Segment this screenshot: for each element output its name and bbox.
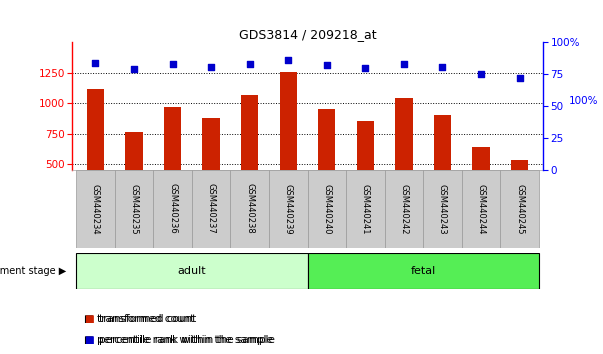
Point <box>283 57 293 63</box>
Bar <box>308 170 346 248</box>
Bar <box>423 170 462 248</box>
Point <box>515 75 525 81</box>
Bar <box>472 148 490 170</box>
Bar <box>318 109 335 170</box>
Point <box>90 60 100 66</box>
Text: adult: adult <box>177 266 206 276</box>
Bar <box>511 160 528 170</box>
Bar <box>115 170 153 248</box>
Text: GSM440244: GSM440244 <box>476 184 485 234</box>
Point <box>438 64 447 69</box>
Bar <box>241 95 258 170</box>
Point <box>245 61 254 67</box>
Text: GSM440237: GSM440237 <box>207 183 216 234</box>
Text: ■: ■ <box>84 335 94 345</box>
Bar <box>434 115 451 170</box>
Point <box>361 65 370 71</box>
Bar <box>76 253 308 289</box>
Bar <box>125 132 143 170</box>
Text: GSM440238: GSM440238 <box>245 183 254 234</box>
Point <box>168 61 177 67</box>
Text: development stage ▶: development stage ▶ <box>0 266 66 276</box>
Bar <box>280 72 297 170</box>
Bar <box>192 170 230 248</box>
Text: GSM440241: GSM440241 <box>361 184 370 234</box>
Point <box>476 72 486 77</box>
Text: GSM440234: GSM440234 <box>91 183 100 234</box>
Text: GSM440239: GSM440239 <box>284 183 292 234</box>
Point <box>322 63 332 68</box>
Text: ■: ■ <box>84 314 94 324</box>
Bar <box>230 170 269 248</box>
Bar <box>76 170 115 248</box>
Bar <box>87 88 104 170</box>
Bar <box>385 170 423 248</box>
Text: fetal: fetal <box>411 266 436 276</box>
Text: transformed count: transformed count <box>99 314 197 324</box>
Point <box>399 61 409 67</box>
Bar <box>346 170 385 248</box>
Text: ■ percentile rank within the sample: ■ percentile rank within the sample <box>84 335 273 345</box>
Text: GSM440243: GSM440243 <box>438 183 447 234</box>
Bar <box>308 253 539 289</box>
Bar <box>357 121 374 170</box>
Text: ■ transformed count: ■ transformed count <box>84 314 195 324</box>
Title: GDS3814 / 209218_at: GDS3814 / 209218_at <box>239 28 376 41</box>
Text: GSM440245: GSM440245 <box>515 184 524 234</box>
Bar <box>203 118 220 170</box>
Bar <box>153 170 192 248</box>
Text: GSM440235: GSM440235 <box>130 183 139 234</box>
Point <box>206 64 216 69</box>
Text: GSM440240: GSM440240 <box>323 184 331 234</box>
Bar <box>269 170 308 248</box>
Text: GSM440236: GSM440236 <box>168 183 177 234</box>
Text: GSM440242: GSM440242 <box>399 184 408 234</box>
Bar <box>462 170 500 248</box>
Bar <box>164 107 182 170</box>
Bar <box>500 170 539 248</box>
Text: percentile rank within the sample: percentile rank within the sample <box>99 335 276 345</box>
Point <box>129 67 139 72</box>
Y-axis label: 100%: 100% <box>569 96 599 106</box>
Bar <box>395 98 412 170</box>
